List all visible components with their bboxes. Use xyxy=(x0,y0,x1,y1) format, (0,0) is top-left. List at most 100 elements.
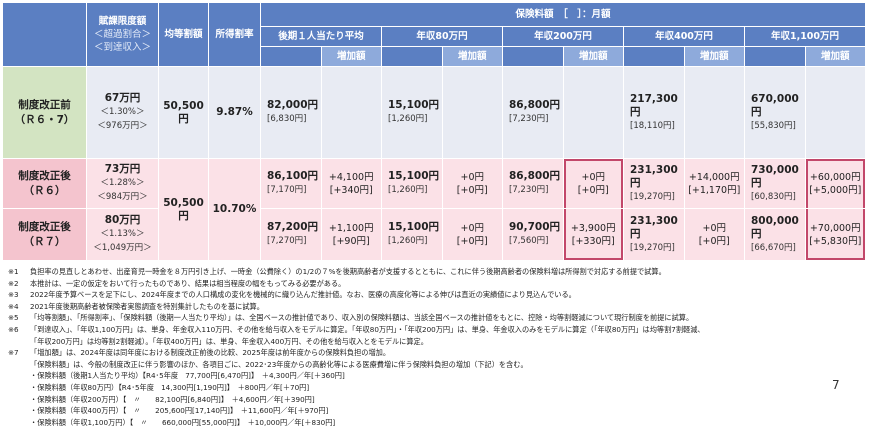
cell-text: [19,270円] xyxy=(630,242,675,253)
cell: 231,300円 [19,270円] xyxy=(623,208,685,261)
footnote-mark: ※1 xyxy=(8,267,19,276)
cell: +0円 [+0円] xyxy=(683,208,745,261)
header-cell xyxy=(623,46,685,67)
cell-text: +70,000円 xyxy=(809,222,861,234)
cell: 730,000円 [60,830円] xyxy=(744,158,806,209)
data-row: 制度改正後 （Ｒ６） 73万円 ＜1.28%＞ ＜984万円＞ 50,500円 10.70%… xyxy=(2,158,866,261)
cell-text: ＜1.30%＞ xyxy=(100,107,145,117)
row-label-text: （Ｒ７） xyxy=(23,235,66,248)
header-cell: 増加額 xyxy=(562,46,624,67)
data-row: 制度改正前 （Ｒ６・7） 67万円 ＜1.30%＞ ＜976万円＞ 50,500円 9.87… xyxy=(2,66,866,159)
footnote-line: ・保険料額（後期1人当たり平均）【R4･5年度 77,700円[6,470円]】… xyxy=(8,370,828,393)
header-text: 年収400万円 xyxy=(655,31,713,42)
footnote: ※4 2021年度後期高齢者被保険者実態調査を特別集計したものを基に試算。 xyxy=(8,301,828,313)
header-cell: 年収80万円 xyxy=(381,26,503,47)
cell-text: 73万円 xyxy=(104,163,141,175)
cell: +3,900円 [+330円] xyxy=(562,208,624,261)
cell-text: [+340円] xyxy=(329,184,373,196)
cell-text: [66,670円] xyxy=(751,242,796,253)
cell: 50,500円 xyxy=(158,158,209,261)
cell-text: [7,270円] xyxy=(267,236,307,246)
cell-text: 231,300円 xyxy=(630,214,678,240)
cell-text: 800,000円 xyxy=(751,214,799,240)
cell-text: 86,800円 xyxy=(509,99,561,111)
row-label-text: （Ｒ６・7） xyxy=(14,113,75,126)
header-cell: 後期１人当たり平均 xyxy=(260,26,382,47)
header-text: 年収80万円 xyxy=(416,31,468,42)
header-text: 後期１人当たり平均 xyxy=(278,31,364,42)
footnote-mark: ※2 xyxy=(8,278,19,288)
cell-text: [55,830円] xyxy=(751,120,796,131)
cell: 87,200円 [7,270円] xyxy=(260,208,322,261)
cell-text: 50,500円 xyxy=(163,196,204,222)
cell-text: [+330円] xyxy=(571,235,615,247)
cell xyxy=(562,66,624,159)
header-text: 増加額 xyxy=(578,51,608,62)
cell: 73万円 ＜1.28%＞ ＜984万円＞ xyxy=(86,158,159,209)
data-row: 制度改正後 （Ｒ７） 80万円 ＜1.13%＞ ＜1,049万円＞ 87,200円 [7,2… xyxy=(2,208,866,261)
footnote-mark: ※4 xyxy=(8,301,19,311)
header-text: 年収200万円 xyxy=(534,31,592,42)
header-cell xyxy=(744,46,806,67)
cell-text: +0円 xyxy=(460,171,484,183)
header-text: ＜超過割合＞ xyxy=(93,29,151,40)
footnote: 「保険料額」は、今般の制度改正に伴う影響のほか、各項目ごに、2022･23年度か… xyxy=(8,359,828,371)
header-cell: 増加額 xyxy=(683,46,745,67)
cell-text: [18,110円] xyxy=(630,120,675,131)
cell-text: [+0円] xyxy=(698,235,730,247)
row-label-text: 制度改正前 xyxy=(18,98,71,111)
cell-text: [19,270円] xyxy=(630,191,675,202)
cell: 67万円 ＜1.30%＞ ＜976万円＞ xyxy=(86,66,159,159)
header-cell: 年収400万円 xyxy=(623,26,745,47)
header-cell: 増加額 xyxy=(441,46,503,67)
cell-text: ＜976万円＞ xyxy=(97,121,148,131)
header-cell: 所得割率 xyxy=(208,2,261,67)
footnote-mark: ※6 xyxy=(8,324,19,334)
cell: 86,100円 [7,170円] xyxy=(260,158,322,209)
cell-text: 231,300円 xyxy=(630,163,678,189)
cell-text: 80万円 xyxy=(104,214,141,226)
cell-text: 50,500円 xyxy=(163,99,204,125)
header-text: 増加額 xyxy=(699,51,729,62)
footnote-item: ・保険料額（年収1,100万円）【 〃 660,000円[55,000円]】 ＋… xyxy=(30,417,336,427)
cell: +4,100円 [+340円] xyxy=(320,158,382,209)
cell-text: [7,230円] xyxy=(509,185,549,195)
cell-text: 67万円 xyxy=(104,92,141,104)
cell-text: [7,170円] xyxy=(267,185,307,195)
row-label-text: 制度改正後 xyxy=(18,220,71,233)
cell: 670,000円 [55,830円] xyxy=(744,66,806,159)
cell-text: +0円 xyxy=(460,222,484,234)
cell: 800,000円 [66,670円] xyxy=(744,208,806,261)
cell-text: ＜1.13%＞ xyxy=(100,229,145,239)
cell-text: [+1,170円] xyxy=(688,184,741,196)
footnote-text: 負担率の見直しとあわせ、出産育児一時金を８万円引き上げ、一時金（公費除く）の1/… xyxy=(30,267,666,276)
corner-cell xyxy=(2,2,87,67)
cell-text: [+90円] xyxy=(332,235,370,247)
cell-text: [1,260円] xyxy=(388,185,428,195)
header-cell: 年収200万円 xyxy=(502,26,624,47)
cell-text: ＜984万円＞ xyxy=(97,192,148,202)
header-text: 増加額 xyxy=(457,51,487,62)
cell-text: [+0円] xyxy=(456,184,488,196)
cell-text: 9.87% xyxy=(216,106,253,118)
footnote: ※6 「到達収入」、「年収1,100万円」は、単身、年金収入110万円、その他を給… xyxy=(8,324,828,336)
cell: 82,000円 [6,830円] xyxy=(260,66,322,159)
cell-text: 15,100円 xyxy=(388,170,440,182)
cell: 15,100円 [1,260円] xyxy=(381,208,443,261)
cell-text: [+0円] xyxy=(456,235,488,247)
cell: 80万円 ＜1.13%＞ ＜1,049万円＞ xyxy=(86,208,159,261)
cell: +0円 [+0円] xyxy=(441,208,503,261)
header-cell: 増加額 xyxy=(320,46,382,67)
cell: +0円 [+0円] xyxy=(441,158,503,209)
cell xyxy=(441,66,503,159)
table-body: 賦課限度額 ＜超過割合＞ ＜到達収入＞ 均等割額 所得割率 保険料額 ［ ］：月額 後期１人… xyxy=(2,2,866,261)
cell-text: 87,200円 xyxy=(267,221,319,233)
cell: 217,300円 [18,110円] xyxy=(623,66,685,159)
header-text: ＜到達収入＞ xyxy=(93,42,151,53)
footnote: ※1 負担率の見直しとあわせ、出産育児一時金を８万円引き上げ、一時金（公費除く）の… xyxy=(8,266,828,278)
row-label-text: （Ｒ６） xyxy=(23,184,66,197)
cell: +70,000円 [+5,830円] xyxy=(804,208,866,261)
header-row: 賦課限度額 ＜超過割合＞ ＜到達収入＞ 均等割額 所得割率 保険料額 ［ ］：月額 xyxy=(2,2,866,67)
cell: 231,300円 [19,270円] xyxy=(623,158,685,209)
cell-text: 730,000円 xyxy=(751,163,799,189)
